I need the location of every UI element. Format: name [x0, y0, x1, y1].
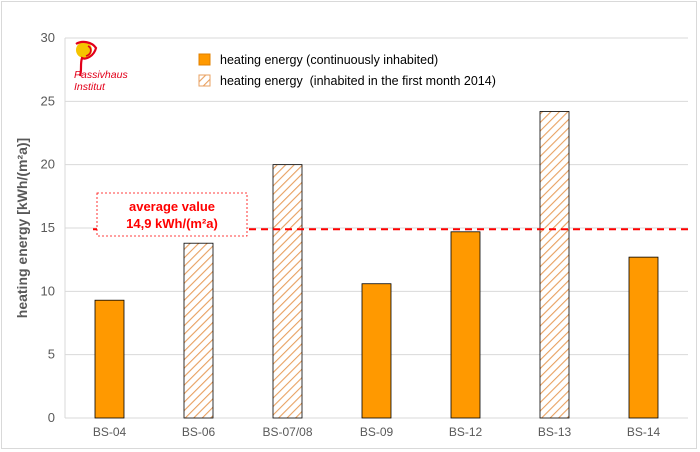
y-tick-label: 30 — [41, 30, 55, 45]
legend-swatch-hatched — [198, 74, 211, 87]
average-label-line1: average value — [129, 199, 215, 214]
logo-text-line2: Institut — [74, 81, 106, 93]
bar-solid — [361, 283, 392, 419]
legend: heating energy (continuously inhabited) … — [198, 53, 496, 88]
bar-hatched — [183, 242, 214, 419]
y-axis-label: heating energy [kWh/(m²a)] — [14, 138, 30, 318]
average-label-line2: 14,9 kWh/(m²a) — [126, 216, 218, 231]
y-tick-label: 10 — [41, 283, 55, 298]
bar-hatched — [539, 111, 570, 419]
x-category-label: BS-13 — [538, 425, 572, 439]
bar-hatched — [272, 164, 303, 419]
y-tick-label: 20 — [41, 157, 55, 172]
passivhaus-logo: Passivhaus Institut — [74, 40, 128, 93]
average-annotation-box — [96, 192, 248, 237]
bar-solid — [450, 231, 481, 419]
y-tick-label: 25 — [41, 93, 55, 108]
y-tick-label: 0 — [48, 410, 55, 425]
legend-label-solid: heating energy (continuously inhabited) — [220, 53, 438, 67]
x-category-label: BS-14 — [627, 425, 661, 439]
bar-solid — [94, 299, 125, 419]
x-category-label: BS-09 — [360, 425, 394, 439]
x-category-label: BS-12 — [449, 425, 483, 439]
x-category-label: BS-06 — [182, 425, 216, 439]
legend-label-hatched: heating energy (inhabited in the first m… — [220, 74, 496, 88]
logo-text-line1: Passivhaus — [74, 69, 128, 81]
legend-swatch-solid — [198, 53, 211, 66]
x-category-label: BS-04 — [93, 425, 127, 439]
y-tick-label: 5 — [48, 347, 55, 362]
y-tick-label: 15 — [41, 220, 55, 235]
x-category-label: BS-07/08 — [262, 425, 312, 439]
bar-solid — [628, 256, 659, 419]
